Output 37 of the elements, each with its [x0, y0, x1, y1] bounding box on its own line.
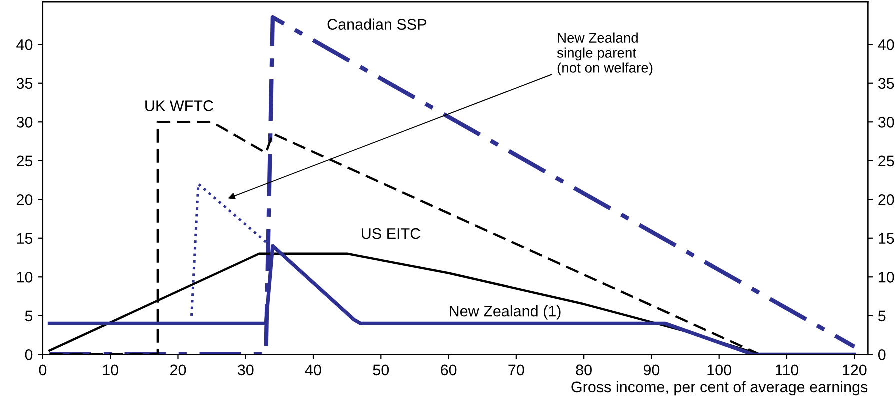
x-tick-label: 10	[103, 364, 118, 376]
x-tick-label: 100	[708, 364, 732, 376]
y2-tick-label: 5	[878, 310, 886, 322]
y2-tick-label: 10	[879, 272, 894, 283]
y-tick-label: 30	[16, 117, 33, 128]
y-tick-label: 40	[16, 40, 33, 50]
series-label: UK WFTC	[146, 100, 214, 112]
y-tick-label: 35	[16, 78, 33, 90]
series-label: New Zealand (1)	[450, 306, 561, 320]
x-tick-label: 40	[305, 364, 322, 376]
x-tick-label: 0	[39, 364, 47, 376]
x-tick-label: 120	[843, 364, 867, 376]
y-tick-label: 25	[17, 156, 33, 167]
x-tick-label: 50	[373, 364, 390, 376]
x-tick-label: 30	[238, 364, 254, 376]
series-label: US EITC	[362, 228, 421, 240]
y-tick-label: 20	[17, 194, 33, 206]
x-tick-label: 90	[644, 364, 660, 376]
series-label: Canadian SSP	[328, 18, 426, 30]
x-tick-label: 20	[170, 364, 186, 376]
x-tick-label: 110	[776, 364, 799, 376]
y2-tick-label: 20	[878, 194, 894, 206]
annotation: New Zealand single parent (not on welfare)	[557, 32, 653, 76]
y-tick-label: 10	[17, 272, 33, 283]
y2-tick-label: 25	[878, 156, 894, 167]
x-axis-title: Gross income, per cent of average earnings	[572, 381, 868, 396]
y-tick-label: 0	[25, 350, 33, 360]
y-tick-label: 5	[25, 310, 33, 322]
x-tick-label: 80	[576, 364, 592, 376]
x-tick-label: 60	[441, 364, 457, 376]
y2-tick-label: 30	[878, 117, 894, 128]
y2-tick-label: 15	[879, 233, 894, 244]
y2-tick-label: 35	[878, 78, 894, 90]
y2-tick-label: 0	[878, 350, 886, 360]
x-tick-label: 70	[508, 364, 524, 376]
y-tick-label: 15	[17, 233, 33, 244]
y2-tick-label: 40	[878, 40, 894, 50]
